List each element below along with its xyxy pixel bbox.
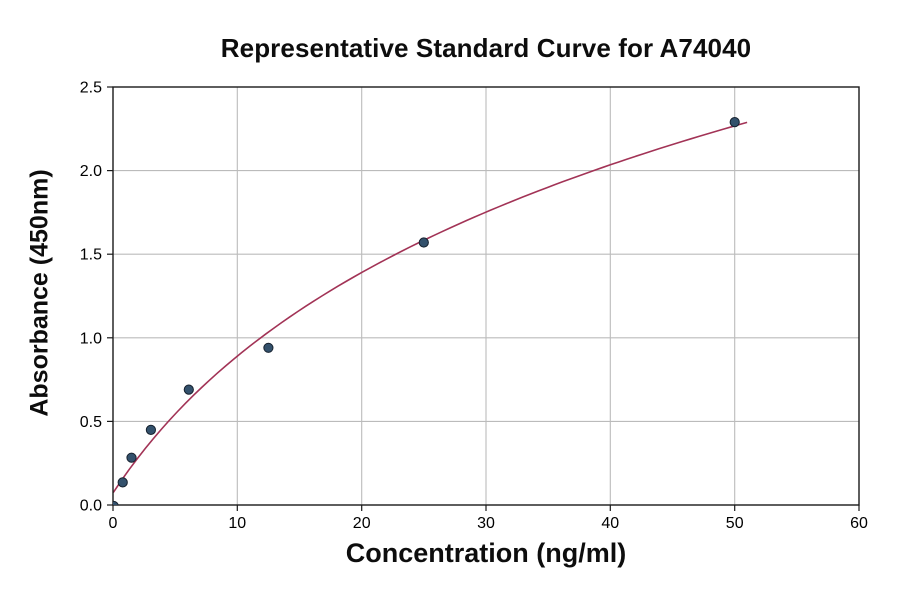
svg-text:1.5: 1.5 [80,247,102,264]
svg-text:2.5: 2.5 [80,80,102,97]
svg-text:2.0: 2.0 [80,163,102,180]
svg-text:0.0: 0.0 [80,498,102,515]
svg-text:60: 60 [850,515,868,532]
svg-text:1.0: 1.0 [80,330,102,347]
svg-text:10: 10 [228,515,246,532]
svg-text:50: 50 [726,515,744,532]
svg-text:30: 30 [477,515,495,532]
svg-text:20: 20 [353,515,371,532]
svg-text:0.5: 0.5 [80,414,102,431]
svg-text:40: 40 [601,515,619,532]
svg-text:0: 0 [109,515,118,532]
